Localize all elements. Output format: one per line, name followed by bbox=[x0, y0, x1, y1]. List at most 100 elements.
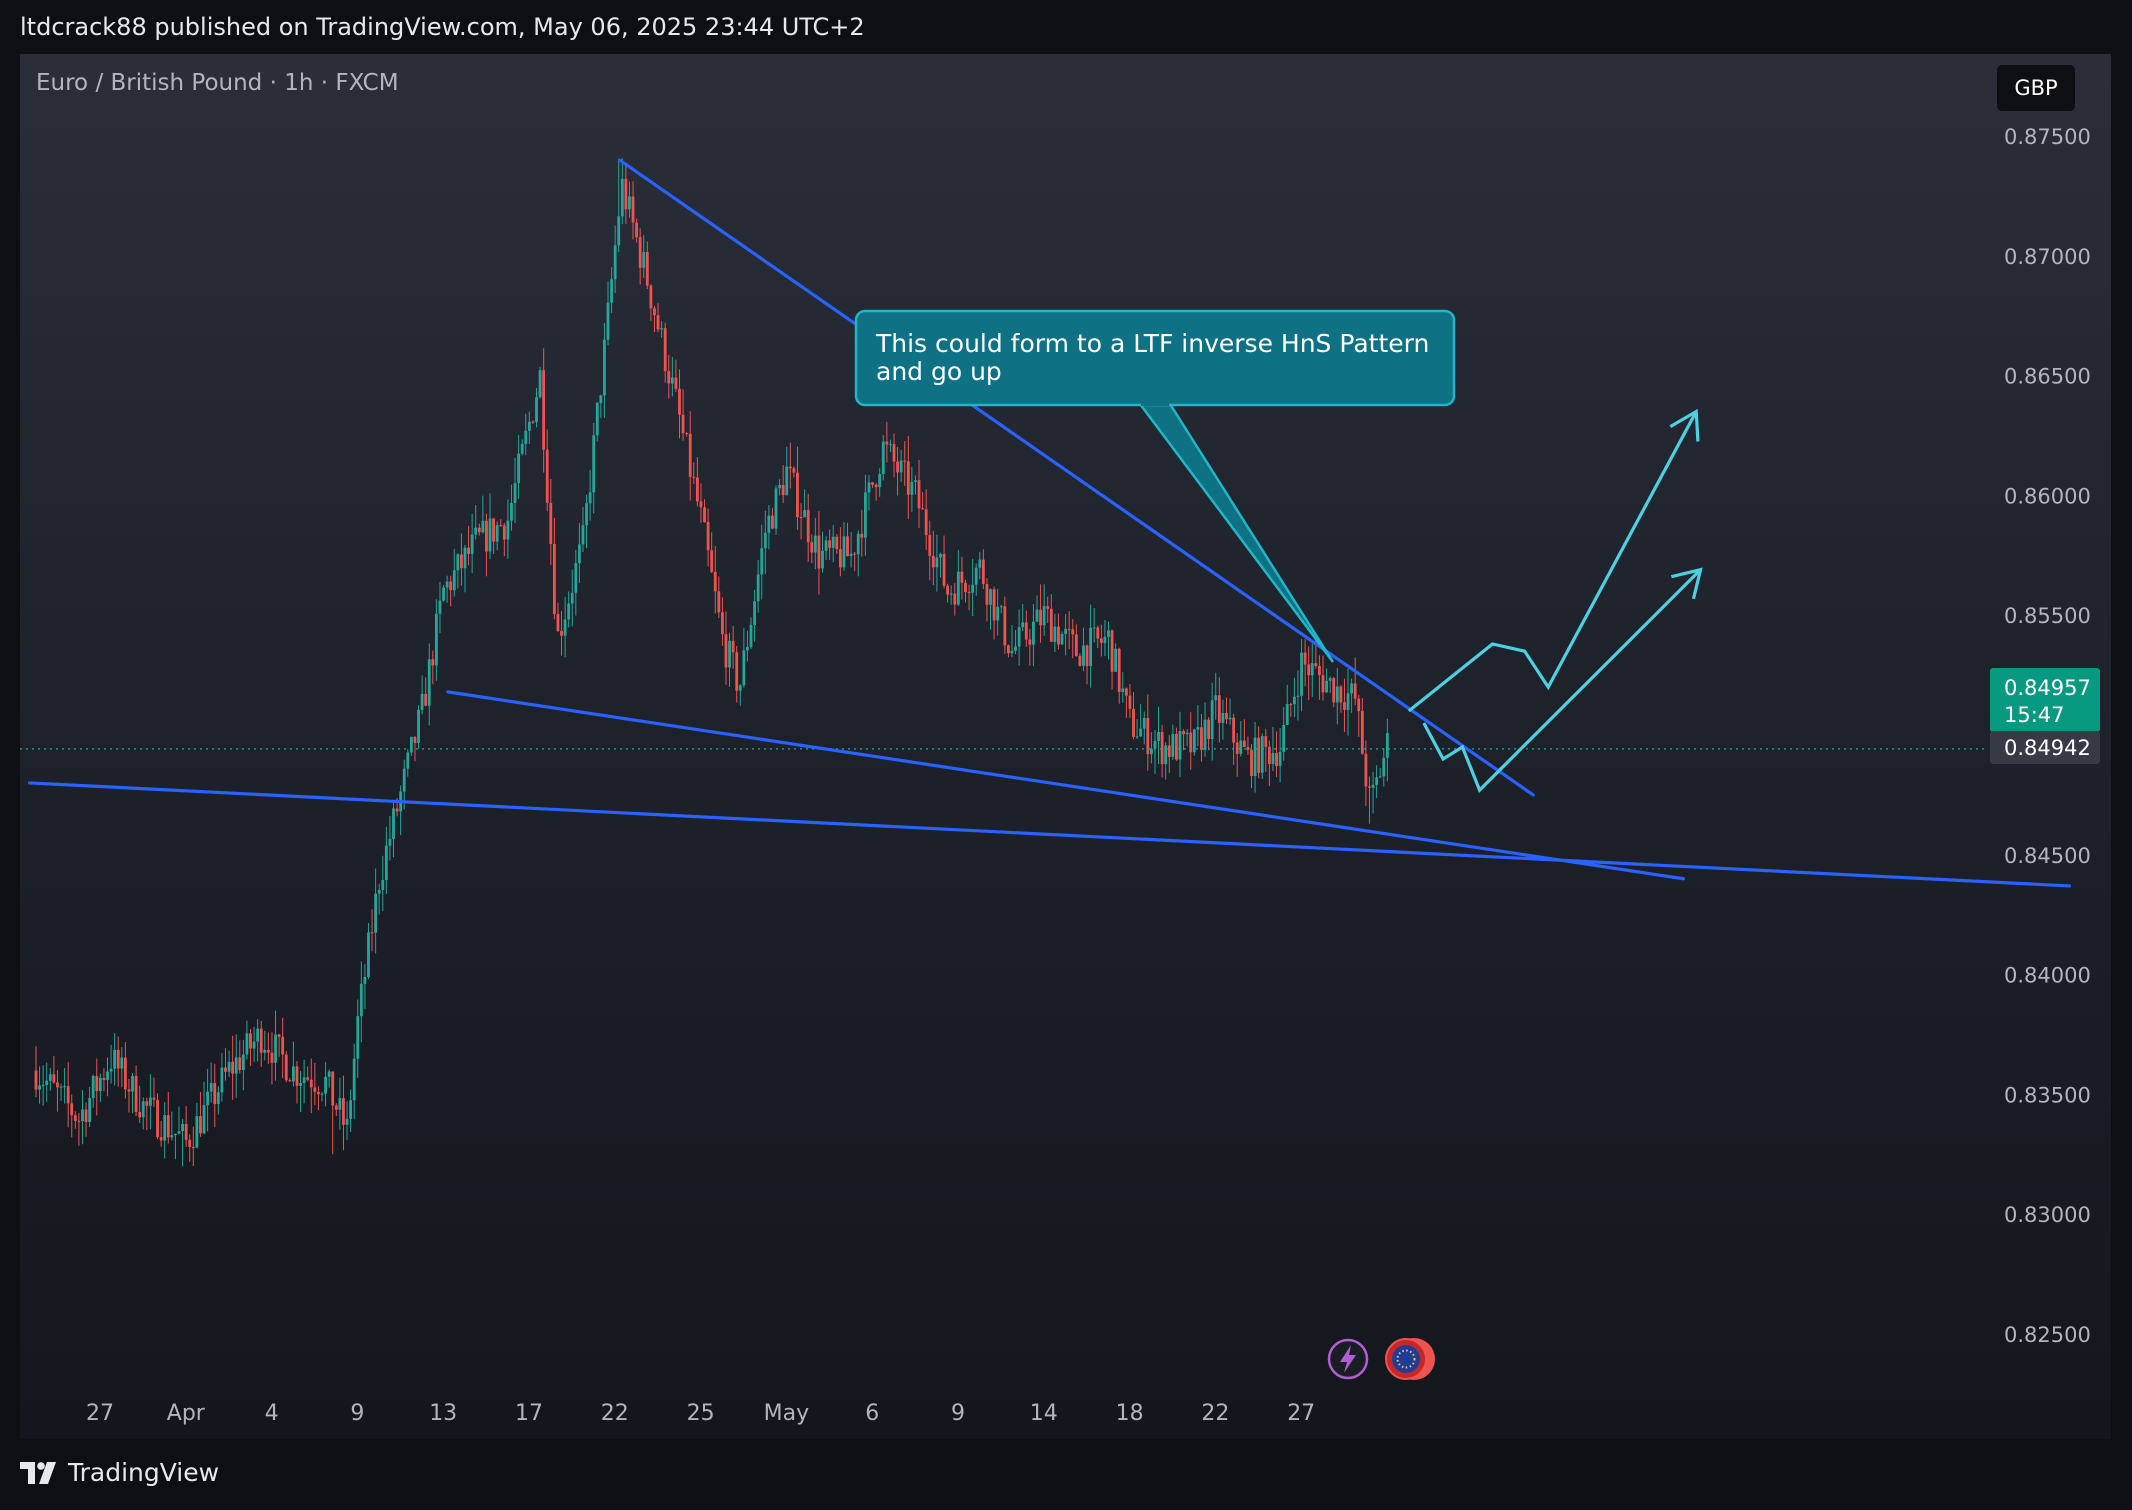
candle-body bbox=[213, 1082, 217, 1105]
candle-body bbox=[284, 1054, 288, 1081]
candle-body bbox=[188, 1139, 192, 1147]
candle-body bbox=[1210, 700, 1214, 739]
candle-body bbox=[177, 1131, 181, 1134]
candle-body bbox=[939, 553, 942, 558]
time-tick-label: 4 bbox=[265, 1401, 279, 1426]
candle-body bbox=[492, 518, 495, 542]
candle-body bbox=[324, 1076, 327, 1094]
candle-body bbox=[191, 1146, 195, 1148]
candle-body bbox=[810, 542, 814, 553]
time-tick-label: 13 bbox=[429, 1401, 457, 1426]
candle-body bbox=[381, 879, 385, 890]
candle-body bbox=[796, 472, 799, 518]
callout-pointer bbox=[1137, 402, 1335, 663]
candle-body bbox=[467, 547, 470, 554]
candle-body bbox=[234, 1057, 238, 1074]
candle-body bbox=[578, 544, 581, 564]
candle-body bbox=[1353, 683, 1357, 699]
candle-body bbox=[742, 650, 746, 686]
candle-body bbox=[1117, 648, 1121, 692]
eu-flag-icon[interactable] bbox=[1385, 1338, 1435, 1380]
candle-body bbox=[1089, 627, 1093, 667]
trendline-upper bbox=[617, 158, 1535, 797]
candle-body bbox=[1357, 698, 1361, 712]
candle-body bbox=[803, 510, 807, 518]
price-axis[interactable]: 0.87500 0.87000 0.86500 0.86000 0.85500 0.845… bbox=[2004, 125, 2091, 1347]
candle-body bbox=[384, 845, 388, 880]
candle-body bbox=[1132, 708, 1135, 737]
chart-panel[interactable] bbox=[20, 54, 2111, 1439]
candle-body bbox=[488, 518, 492, 552]
lightning-icon[interactable] bbox=[1327, 1338, 1369, 1380]
candle-body bbox=[1267, 746, 1271, 765]
candle-body bbox=[774, 488, 778, 529]
candle-body bbox=[245, 1033, 249, 1055]
candle-body bbox=[152, 1097, 156, 1100]
candle-body bbox=[738, 685, 742, 691]
candle-body bbox=[156, 1099, 159, 1138]
price-tick-label: 0.83500 bbox=[2004, 1083, 2091, 1107]
time-axis[interactable]: 27 Apr 4 9 13 17 22 25 May 6 9 14 18 22 27 bbox=[86, 1401, 1315, 1426]
annotation-callout[interactable]: This could form to a LTF inverse HnS Pat… bbox=[854, 309, 1456, 663]
candle-body bbox=[345, 1118, 349, 1125]
candle-body bbox=[581, 525, 585, 545]
candle-body bbox=[1289, 704, 1293, 706]
candle-body bbox=[1160, 732, 1164, 765]
candle-body bbox=[452, 570, 456, 591]
currency-button[interactable]: GBP bbox=[1996, 64, 2076, 112]
candle-body bbox=[1293, 696, 1296, 705]
candle-body bbox=[599, 395, 603, 403]
candle-body bbox=[1142, 717, 1146, 729]
candle-body bbox=[1157, 732, 1160, 742]
candle-body bbox=[159, 1137, 163, 1141]
candle-body bbox=[413, 736, 417, 743]
candle-body bbox=[931, 555, 935, 568]
candle-body bbox=[1017, 627, 1021, 647]
candle-body bbox=[1189, 732, 1193, 753]
candle-body bbox=[1217, 695, 1221, 723]
candle-body bbox=[1271, 753, 1275, 765]
candle-body bbox=[352, 1058, 356, 1101]
candle-body bbox=[463, 547, 467, 569]
candle-body bbox=[1039, 609, 1042, 626]
candle-body bbox=[935, 557, 939, 568]
candle-body bbox=[216, 1092, 220, 1105]
candle-body bbox=[688, 433, 692, 477]
candle-body bbox=[1253, 737, 1257, 777]
candle-body bbox=[663, 328, 667, 372]
candle-body bbox=[1078, 655, 1082, 666]
candle-body bbox=[174, 1133, 177, 1136]
candle-body bbox=[1246, 747, 1250, 751]
event-icons[interactable] bbox=[1327, 1338, 1435, 1380]
candle-body bbox=[123, 1057, 127, 1090]
candle-body bbox=[1232, 717, 1236, 743]
candle-body bbox=[1074, 634, 1078, 656]
crosshair-price-value: 0.84942 bbox=[2004, 736, 2091, 760]
candle-body bbox=[1028, 639, 1032, 645]
candle-body bbox=[1103, 636, 1107, 643]
candle-body bbox=[367, 932, 370, 977]
last-price-tag: 0.84957 15:47 bbox=[1990, 668, 2100, 732]
time-tick-label: 25 bbox=[687, 1401, 715, 1426]
candle-body bbox=[327, 1071, 331, 1077]
candle-body bbox=[1239, 740, 1243, 754]
candle-body bbox=[73, 1115, 77, 1121]
tradingview-brand[interactable]: TradingView bbox=[20, 1458, 219, 1487]
candle-body bbox=[513, 483, 517, 503]
candle-body bbox=[1060, 634, 1064, 645]
candle-body bbox=[849, 553, 853, 557]
candle-body bbox=[792, 468, 796, 473]
candle-body bbox=[1182, 730, 1185, 735]
candle-body bbox=[552, 544, 556, 614]
candle-body bbox=[649, 285, 653, 309]
brand-name: TradingView bbox=[68, 1458, 220, 1487]
candle-body bbox=[306, 1077, 310, 1080]
candle-body bbox=[445, 581, 449, 588]
candle-body bbox=[831, 536, 835, 548]
candle-body bbox=[763, 532, 767, 549]
candle-body bbox=[706, 522, 710, 551]
candle-body bbox=[1335, 686, 1339, 703]
candle-body bbox=[1242, 740, 1246, 748]
candle-body bbox=[320, 1093, 324, 1095]
